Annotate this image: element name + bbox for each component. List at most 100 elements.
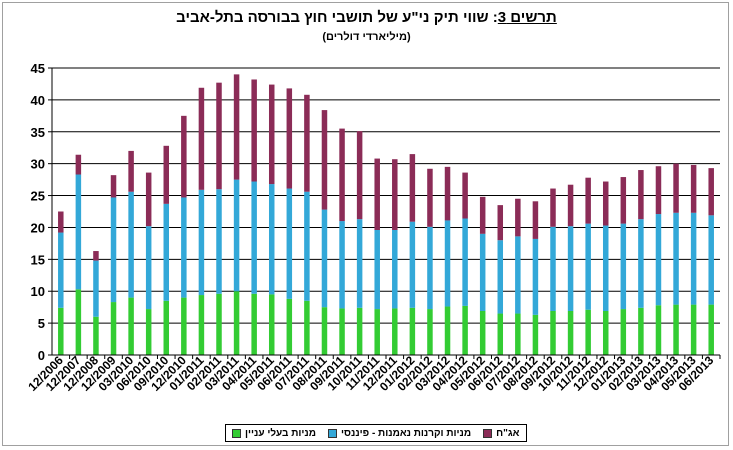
bar-bonds <box>93 251 99 261</box>
bar-bonds <box>497 205 504 241</box>
bar-bonds <box>673 163 679 213</box>
legend-swatch-financial <box>328 428 338 438</box>
legend-label-financial: מניות וקרנות נאמנות - פיננסי <box>341 427 472 439</box>
bar-financial <box>532 238 539 315</box>
bar-stakeholders <box>268 294 275 355</box>
bar-financial <box>75 174 82 290</box>
bar-bonds <box>690 164 697 213</box>
bar-stakeholders <box>585 309 591 355</box>
bar-stakeholders <box>339 308 345 355</box>
bar-stakeholders <box>216 293 222 355</box>
bar-stakeholders <box>479 310 486 355</box>
chart-subtitle: (מיליארדי דולרים) <box>322 31 411 43</box>
bar-stakeholders <box>462 305 468 355</box>
bar-stakeholders <box>286 298 293 355</box>
bar-financial <box>409 221 416 308</box>
bar-bonds <box>655 166 662 215</box>
bar-financial <box>708 215 714 305</box>
bar-financial <box>374 229 380 310</box>
chart-legend: אג"ח מניות וקרנות נאמנות - פיננסי מניות … <box>225 424 527 442</box>
bar-bonds <box>444 166 451 221</box>
bar-stakeholders <box>198 295 205 355</box>
bar-stakeholders <box>444 306 451 355</box>
bar-stakeholders <box>110 302 117 355</box>
bar-stakeholders <box>620 309 627 355</box>
bar-stakeholders <box>374 309 380 355</box>
bar-financial <box>550 226 556 311</box>
bar-stakeholders <box>128 297 134 355</box>
bar-bonds <box>374 158 380 230</box>
bar-stakeholders <box>602 310 609 355</box>
bar-financial <box>339 221 345 309</box>
bar-stakeholders <box>58 307 64 355</box>
bar-stakeholders <box>550 310 556 355</box>
bar-stakeholders <box>708 304 714 355</box>
bar-stakeholders <box>93 316 99 355</box>
bar-financial <box>356 219 363 308</box>
bar-financial <box>655 214 662 306</box>
bar-bonds <box>145 172 152 227</box>
legend-item-financial: מניות וקרנות נאמנות - פיננסי <box>328 428 471 439</box>
bar-bonds <box>163 145 170 204</box>
bar-financial <box>392 229 398 309</box>
bar-bonds <box>356 131 363 220</box>
bar-bonds <box>479 196 486 234</box>
bar-financial <box>216 189 222 294</box>
bar-stakeholders <box>304 300 310 355</box>
bar-bonds <box>708 168 714 216</box>
bar-financial <box>198 189 205 296</box>
bar-stakeholders <box>75 289 82 355</box>
bar-stakeholders <box>163 300 170 355</box>
legend-swatch-bonds <box>483 428 493 438</box>
bar-stakeholders <box>567 310 574 355</box>
bar-financial <box>110 197 117 303</box>
bar-financial <box>690 212 697 305</box>
bar-stakeholders <box>638 307 644 355</box>
bar-bonds <box>462 172 468 219</box>
bar-bonds <box>128 150 134 192</box>
legend-item-stakeholders: מניות בעלי עניין <box>232 428 316 439</box>
bar-bonds <box>620 177 627 224</box>
bar-bonds <box>638 170 644 220</box>
bar-bonds <box>198 87 205 190</box>
chart-title-number: תרשים 3 <box>497 9 557 26</box>
legend-label-bonds: אג"ח <box>496 427 520 439</box>
tick-label-y: 10 <box>31 284 45 299</box>
bar-stakeholders <box>356 307 363 355</box>
bar-financial <box>462 218 468 306</box>
bar-stakeholders <box>251 293 257 355</box>
bar-bonds <box>233 74 240 180</box>
bar-financial <box>321 209 328 308</box>
bar-bonds <box>515 198 521 237</box>
bar-financial <box>58 232 64 308</box>
bar-bonds <box>286 88 293 189</box>
bar-bonds <box>181 115 187 198</box>
bar-stakeholders <box>673 304 679 355</box>
bar-financial <box>427 226 433 310</box>
legend-item-bonds: אג"ח <box>483 427 520 439</box>
bar-financial <box>620 223 627 310</box>
bar-stakeholders <box>409 307 416 355</box>
bar-bonds <box>75 154 82 175</box>
tick-label-y: 0 <box>38 348 45 363</box>
chart-title-text: שווי תיק ני"ע של תושבי חוץ בבורסה בתל-אב… <box>176 9 489 26</box>
bar-bonds <box>321 110 328 210</box>
bar-financial <box>638 219 644 308</box>
bar-stakeholders <box>233 291 240 355</box>
bar-financial <box>479 233 486 311</box>
bar-stakeholders <box>532 314 539 355</box>
bar-financial <box>567 226 574 311</box>
bar-stakeholders <box>427 309 433 355</box>
bar-stakeholders <box>515 313 521 355</box>
bar-financial <box>585 223 591 310</box>
bar-financial <box>444 220 451 307</box>
bar-stakeholders <box>392 308 398 355</box>
bar-bonds <box>58 211 64 233</box>
chart-title-colon: : <box>488 9 498 26</box>
bar-bonds <box>339 128 345 222</box>
bar-financial <box>497 240 504 314</box>
tick-label-y: 20 <box>31 220 45 235</box>
legend-label-stakeholders: מניות בעלי עניין <box>245 427 317 439</box>
bar-bonds <box>550 188 556 227</box>
